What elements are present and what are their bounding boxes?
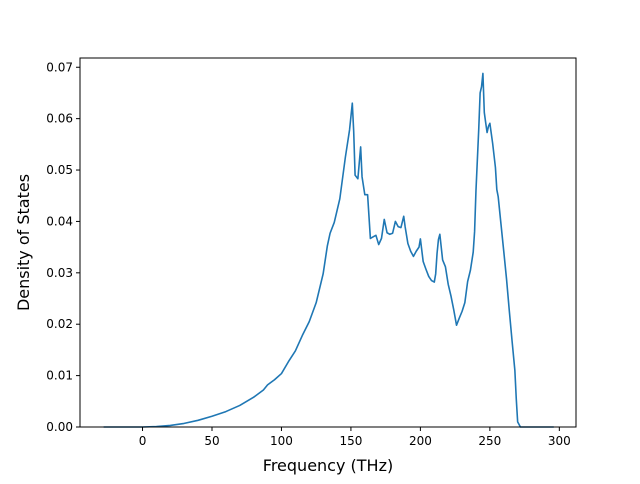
x-tick-label: 50 xyxy=(204,434,219,448)
y-tick-label: 0.05 xyxy=(46,163,73,177)
x-tick-label: 100 xyxy=(270,434,293,448)
y-tick-label: 0.01 xyxy=(46,369,73,383)
y-ticks: 0.00 0.01 0.02 0.03 0.04 0.05 0.06 0.07 xyxy=(46,60,80,434)
y-tick-label: 0.06 xyxy=(46,112,73,126)
y-tick-label: 0.04 xyxy=(46,214,73,228)
x-axis-label: Frequency (THz) xyxy=(263,456,393,475)
series-line-0 xyxy=(103,72,554,428)
x-ticks: 0 50 100 150 200 250 300 xyxy=(139,427,571,448)
x-tick-label: 250 xyxy=(478,434,501,448)
y-tick-label: 0.07 xyxy=(46,60,73,74)
y-axis-label: Density of States xyxy=(14,174,33,311)
x-tick-label: 150 xyxy=(339,434,362,448)
x-tick-label: 200 xyxy=(409,434,432,448)
line-layer xyxy=(103,72,554,428)
y-tick-label: 0.00 xyxy=(46,420,73,434)
axes-frame xyxy=(79,57,577,428)
x-tick-label: 300 xyxy=(548,434,571,448)
x-tick-label: 0 xyxy=(139,434,147,448)
y-tick-label: 0.03 xyxy=(46,266,73,280)
y-tick-label: 0.02 xyxy=(46,317,73,331)
